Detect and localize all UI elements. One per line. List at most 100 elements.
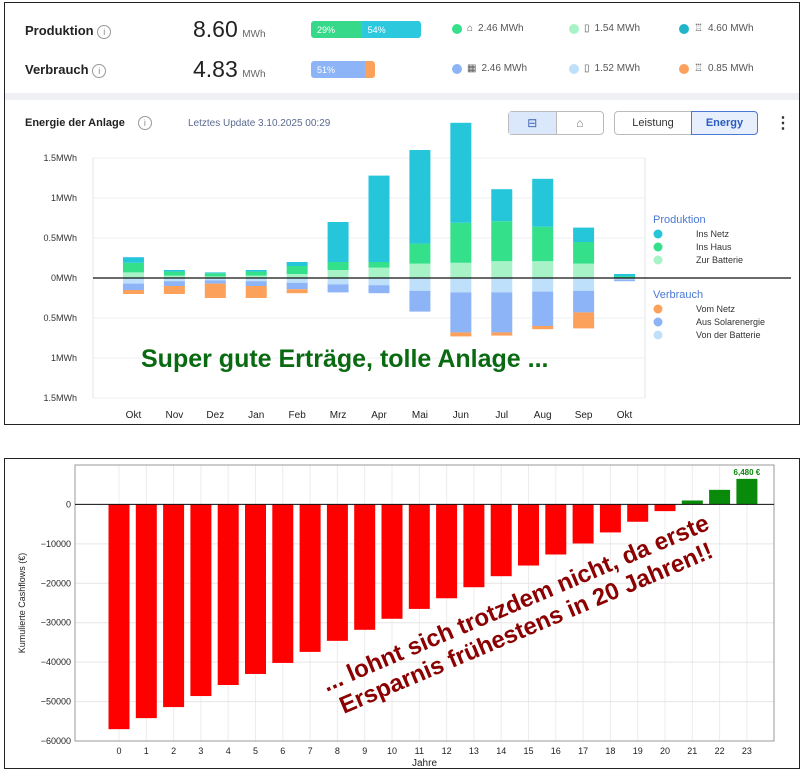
x-tick-label: Mai [412, 410, 428, 421]
info-icon[interactable]: i [137, 116, 152, 130]
cashflow-bar [217, 504, 239, 686]
cashflow-bar [381, 504, 403, 619]
bar-aus-solarenergie [122, 283, 144, 290]
ins-haus-dot [452, 23, 462, 34]
bar-ins-haus [491, 221, 513, 262]
consumption-stat-solar: ▦ 2.46 MWh [452, 63, 527, 74]
solar-panel-icon: ▦ [467, 63, 477, 74]
x-tick-label: 16 [551, 746, 561, 756]
info-icon[interactable]: i [97, 24, 112, 39]
bar-zur-batterie [368, 267, 390, 278]
consumption-stat-battery: ▯ 1.52 MWh [569, 63, 640, 74]
consumption-total: 4.83 MWh [193, 56, 266, 83]
production-label: Produktion i [25, 23, 112, 39]
consumption-share-b [365, 61, 375, 78]
x-tick-label: Okt [617, 410, 633, 421]
bar-zur-batterie [573, 263, 595, 278]
production-stat-battery-value: 1.54 MWh [594, 23, 641, 34]
consumption-unit: MWh [242, 69, 266, 80]
more-menu-icon[interactable]: ⋮ [775, 115, 791, 132]
cashflow-bar [326, 504, 348, 641]
y-tick-label: −20000 [41, 578, 71, 588]
bar-aus-solarenergie [450, 292, 472, 333]
bar-von-der-batterie [204, 278, 226, 281]
x-tick-label: Jan [248, 410, 264, 421]
consumption-stat-grid-value: 0.85 MWh [707, 63, 754, 74]
x-axis-label: Jahre [412, 758, 437, 768]
legend-swatch-aus-solarenergie [653, 317, 663, 327]
info-icon[interactable]: i [92, 63, 107, 78]
bar-vom-netz [286, 289, 308, 294]
flow-view-icon[interactable]: ⌂ [576, 116, 584, 130]
consumption-label: Verbrauch i [25, 62, 107, 78]
bar-vom-netz [204, 283, 226, 298]
y-tick-label: 0.5MWh [43, 313, 77, 323]
bar-zur-batterie [491, 261, 513, 278]
cashflow-bar [299, 504, 321, 652]
consumption-stat-solar-value: 2.46 MWh [481, 63, 528, 74]
legend-group-title: Verbrauch [653, 289, 703, 301]
bar-von-der-batterie [327, 278, 349, 285]
cashflow-bar [736, 478, 758, 505]
x-tick-label: 21 [687, 746, 697, 756]
legend-swatch-ins-haus [653, 242, 663, 252]
x-tick-label: Aug [534, 410, 552, 421]
y-tick-label: −10000 [41, 539, 71, 549]
energy-bar-chart: 1.5MWh 1MWh 0.5MWh 0MWh 0.5MWh 1MWh 1.5MWh Okt N… [43, 122, 791, 421]
legend-label-vom-netz: Vom Netz [696, 304, 736, 314]
x-tick-label: 7 [308, 746, 313, 756]
x-tick-label: 9 [362, 746, 367, 756]
cashflow-bar [572, 504, 594, 544]
bar-aus-solarenergie [368, 285, 390, 294]
x-tick-label: Mrz [330, 410, 347, 421]
y-tick-label: 0MWh [51, 273, 77, 283]
chart-view-icon[interactable]: ⊟ [509, 112, 557, 134]
panel-title-text: Energie der Anlage [25, 116, 125, 129]
y-tick-label: 1MWh [51, 193, 77, 203]
grid-tower-icon: ♖ [694, 63, 703, 74]
cashflow-bar [627, 504, 649, 522]
bar-von-der-batterie [245, 278, 267, 282]
cashflow-bar [408, 504, 430, 609]
cashflow-bar [518, 504, 539, 566]
bar-aus-solarenergie [163, 281, 185, 286]
bar-zur-batterie [163, 275, 185, 278]
energy-dashboard-panel: Produktion i 8.60 MWh 29% 54% ⌂ 2.46 MWh… [4, 2, 800, 425]
cashflow-bar [463, 504, 485, 588]
house-icon: ⌂ [467, 23, 474, 34]
bar-zur-batterie [286, 274, 308, 278]
x-tick-label: 4 [226, 746, 231, 756]
bar-von-der-batterie [122, 278, 144, 284]
bar-ins-netz [286, 262, 308, 266]
production-share-b: 54% [361, 21, 421, 38]
plot-frame [74, 464, 775, 742]
x-tick-label: 2 [171, 746, 176, 756]
cashflow-bar [108, 504, 130, 730]
x-tick-label: Sep [575, 410, 593, 421]
view-switch: ⊟ ⌂ [508, 111, 604, 135]
x-tick-label: 15 [523, 746, 533, 756]
legend-group-title: Produktion [653, 214, 706, 226]
bar-vom-netz [163, 286, 185, 294]
annotation-final-value: 6,480 € [734, 468, 761, 477]
toggle-energy[interactable]: Energy [691, 111, 758, 135]
legend-label-zur-batterie: Zur Batterie [696, 255, 743, 265]
x-tick-label: 23 [742, 746, 752, 756]
bar-ins-haus [532, 226, 554, 262]
bar-ins-netz [409, 150, 431, 244]
cashflow-bar [354, 504, 376, 630]
bar-von-der-batterie [573, 278, 595, 291]
bar-von-der-batterie [409, 278, 431, 291]
x-tick-label: 17 [578, 746, 588, 756]
bar-von-der-batterie [368, 278, 390, 286]
legend-label-von-der-batterie: Von der Batterie [696, 330, 761, 340]
aus-solar-dot [452, 63, 462, 74]
bar-aus-solarenergie [491, 292, 513, 333]
bar-ins-netz [368, 175, 390, 262]
bar-ins-netz [163, 270, 185, 272]
x-tick-label: Feb [289, 410, 307, 421]
bar-ins-haus [327, 262, 349, 270]
bar-ins-haus [286, 266, 308, 274]
cashflow-bar [436, 504, 458, 599]
